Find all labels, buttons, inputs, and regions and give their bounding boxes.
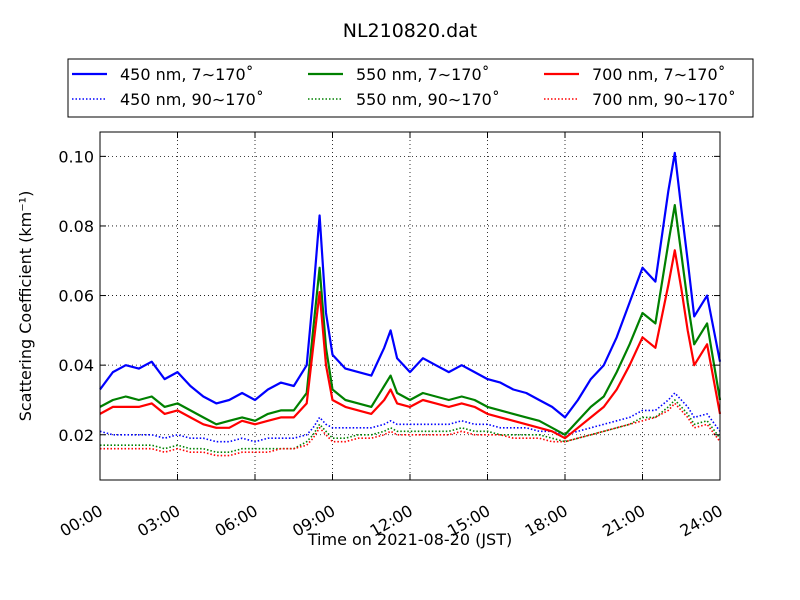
legend-label: 700 nm, 90∼170˚ [592, 90, 736, 109]
x-tick-label: 06:00 [212, 501, 261, 541]
y-axis-label: Scattering Coefficient (km⁻¹) [16, 191, 35, 422]
legend-label: 450 nm, 90∼170˚ [120, 90, 264, 109]
legend-items: 450 nm, 7∼170˚ 550 nm, 7∼170˚ 700 nm, 7∼17… [72, 65, 736, 109]
y-tick-label: 0.08 [58, 217, 94, 236]
x-tick-label: 18:00 [522, 501, 571, 541]
series-line-4 [100, 399, 721, 454]
series-line-0 [99, 151, 722, 419]
x-axis-label: Time on 2021-08-20 (JST) [307, 530, 512, 549]
legend-label: 550 nm, 7∼170˚ [356, 65, 490, 84]
legend-label: 550 nm, 90∼170˚ [356, 90, 500, 109]
y-tick-label: 0.04 [58, 356, 94, 375]
series-lines [99, 151, 722, 457]
legend-label: 700 nm, 7∼170˚ [592, 65, 726, 84]
legend-box [67, 58, 754, 118]
series-line-5 [100, 402, 721, 457]
x-tick-label: 24:00 [677, 501, 726, 541]
legend: 450 nm, 7∼170˚ 550 nm, 7∼170˚ 700 nm, 7∼17… [67, 58, 754, 118]
x-tick-label: 03:00 [134, 501, 183, 541]
x-tick-label: 21:00 [599, 501, 648, 541]
y-tick-label: 0.06 [58, 287, 94, 306]
legend-label: 450 nm, 7∼170˚ [120, 65, 254, 84]
series-line-1 [99, 204, 722, 436]
y-tick-label: 0.10 [58, 147, 94, 166]
series-line-3 [99, 392, 721, 443]
grid [100, 132, 720, 480]
chart-title: NL210820.dat [343, 20, 478, 42]
series-line-2 [99, 249, 722, 440]
x-tick-label: 00:00 [57, 501, 106, 541]
y-tick-label: 0.02 [58, 426, 94, 445]
